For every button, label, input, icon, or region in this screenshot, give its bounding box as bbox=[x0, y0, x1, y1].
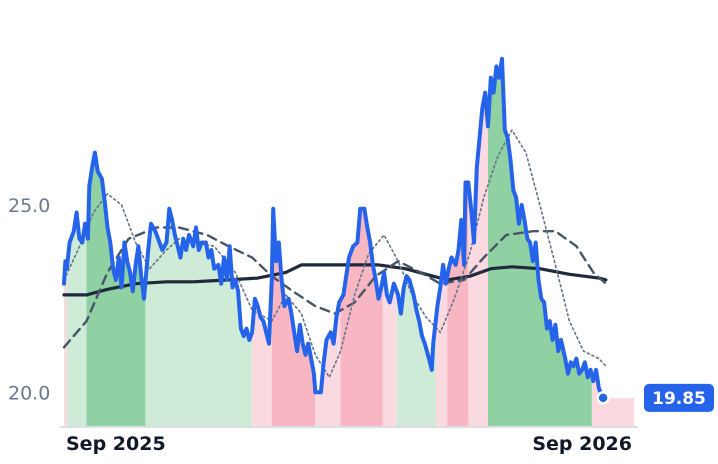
x-axis-ticks: Sep 2025 Sep 2026 bbox=[66, 433, 632, 455]
regime-band-14 bbox=[487, 58, 592, 426]
y-tick-label: 20.0 bbox=[8, 382, 50, 404]
regime-band-4 bbox=[145, 208, 253, 426]
regime-band-7 bbox=[315, 299, 341, 426]
regime-band-5 bbox=[252, 279, 272, 426]
regime-band-15 bbox=[591, 369, 634, 426]
regime-band-9 bbox=[382, 272, 397, 426]
regime-bands bbox=[64, 58, 634, 427]
regime-band-13 bbox=[468, 92, 488, 427]
last-value-label: 19.85 bbox=[652, 389, 706, 409]
short-ma-line bbox=[63, 129, 607, 379]
last-value-marker: 19.85 bbox=[596, 383, 714, 412]
regime-band-3 bbox=[86, 152, 146, 426]
y-tick-label: 25.0 bbox=[8, 195, 50, 217]
regime-band-10 bbox=[396, 276, 437, 426]
y-axis-ticks: 25.0 20.0 bbox=[8, 195, 50, 404]
x-tick-label: Sep 2026 bbox=[532, 433, 632, 455]
regime-band-1 bbox=[64, 261, 67, 426]
regime-band-6 bbox=[271, 208, 316, 426]
last-value-dot bbox=[596, 391, 610, 405]
regime-band-8 bbox=[340, 208, 383, 426]
regime-band-2 bbox=[66, 212, 87, 426]
series-lines bbox=[62, 56, 608, 400]
x-tick-label: Sep 2025 bbox=[66, 433, 166, 455]
regime-band-12 bbox=[447, 182, 469, 426]
price-line bbox=[62, 56, 606, 400]
mid-ma-line bbox=[62, 226, 608, 349]
last-value-badge bbox=[644, 383, 714, 412]
